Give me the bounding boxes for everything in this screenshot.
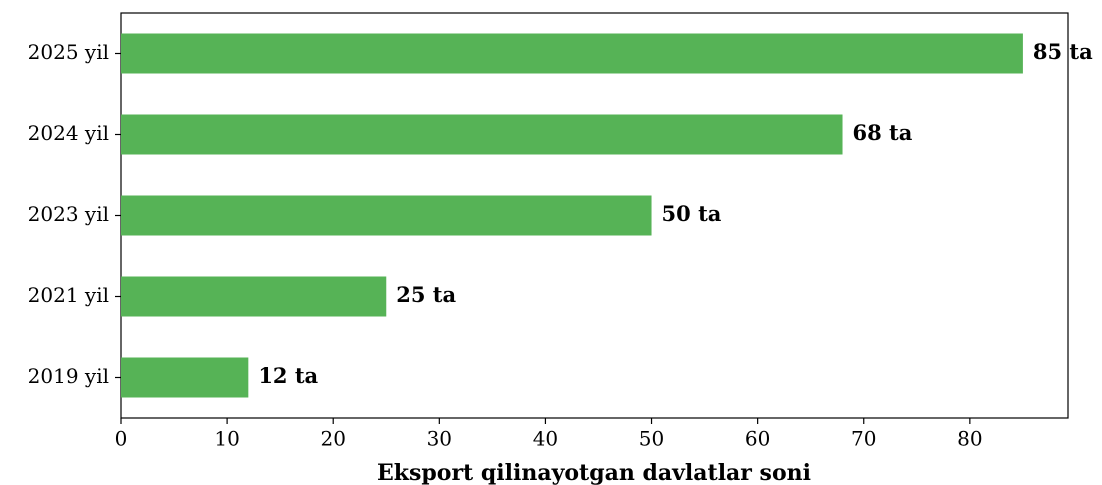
x-tick-label: 40 (533, 427, 558, 451)
x-axis-label: Eksport qilinayotgan davlatlar soni (377, 460, 811, 485)
y-tick-label: 2019 yil (28, 364, 109, 388)
y-tick-label: 2023 yil (28, 202, 109, 226)
x-tick-label: 70 (851, 427, 876, 451)
value-label: 68 ta (853, 120, 913, 145)
bar (121, 276, 387, 317)
bar (121, 195, 652, 236)
x-tick-label: 60 (745, 427, 770, 451)
x-tick-label: 50 (639, 427, 664, 451)
bar (121, 114, 843, 155)
x-tick-label: 0 (115, 427, 128, 451)
y-tick-label: 2025 yil (28, 40, 109, 64)
x-tick-label: 20 (320, 427, 345, 451)
bar (121, 33, 1023, 74)
value-label: 25 ta (396, 282, 456, 307)
bar (121, 357, 249, 398)
value-label: 85 ta (1033, 39, 1093, 64)
value-label: 50 ta (662, 201, 722, 226)
x-tick-label: 80 (957, 427, 982, 451)
x-tick-label: 10 (214, 427, 239, 451)
y-tick-label: 2021 yil (28, 283, 109, 307)
value-label: 12 ta (258, 363, 318, 388)
y-tick-label: 2024 yil (28, 121, 109, 145)
x-tick-label: 30 (427, 427, 452, 451)
